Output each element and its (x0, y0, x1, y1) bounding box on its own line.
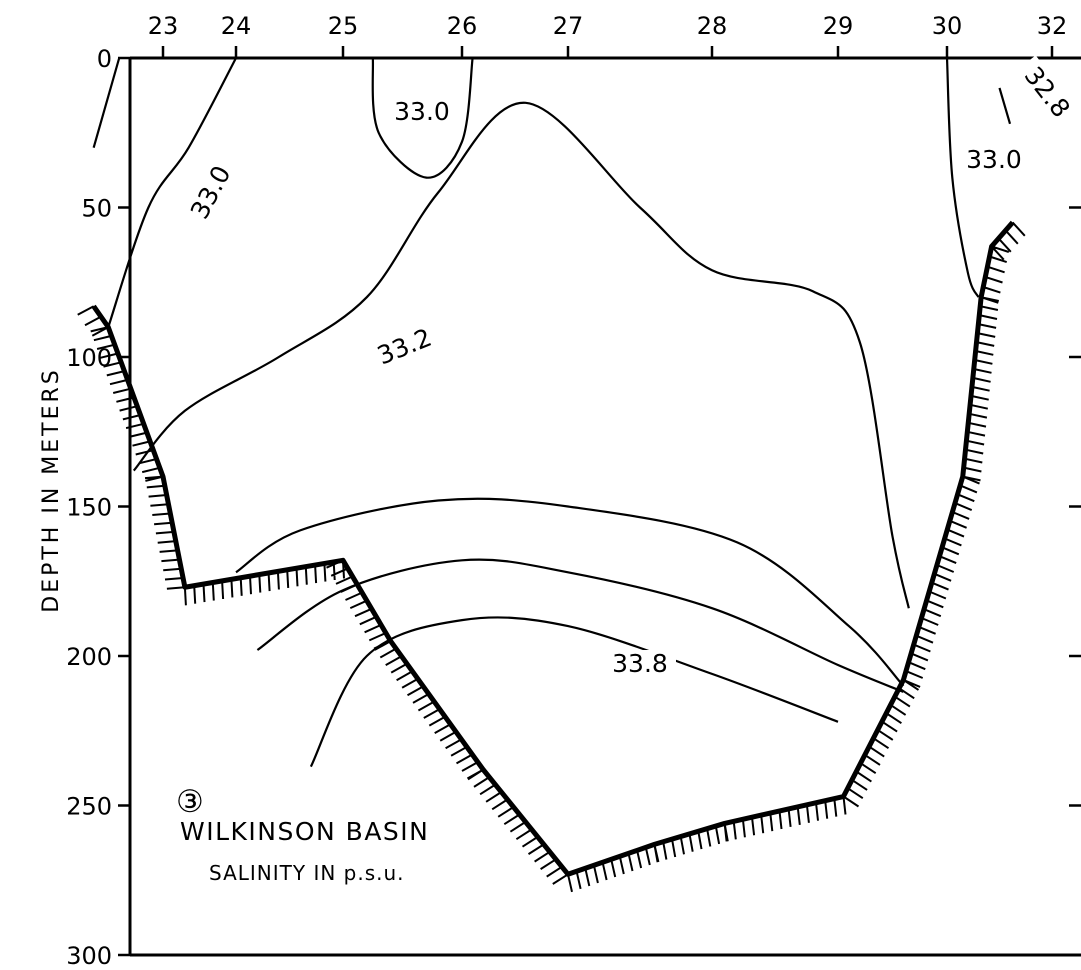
depth-label: 50 (81, 195, 112, 223)
station-label: 26 (447, 12, 478, 40)
isohaline-33.2 (132, 101, 910, 609)
contour-label: 33.8 (612, 649, 668, 678)
isohaline-33.0 (945, 57, 980, 298)
station-label: 27 (553, 12, 584, 40)
depth-label: 100 (66, 344, 112, 372)
depth-label: 200 (66, 643, 112, 671)
depth-label: 300 (66, 942, 112, 970)
contour-label-bg (366, 320, 444, 376)
contour-label-bg (386, 98, 458, 128)
station-label: 24 (221, 12, 252, 40)
seabed-hatching (77, 221, 1026, 893)
depth-label: 150 (66, 494, 112, 522)
contour-label-bg (958, 146, 1030, 176)
contour-label-bg (181, 154, 243, 232)
station-label: 30 (932, 12, 963, 40)
station-label: 25 (328, 12, 359, 40)
station-label: 29 (823, 12, 854, 40)
isohaline-33.4 (235, 497, 905, 687)
station-label: 28 (697, 12, 728, 40)
depth-label: 250 (66, 793, 112, 821)
station-label: 32 (1037, 12, 1068, 40)
isohaline-33.0 (371, 57, 474, 179)
salinity-units-note: SALINITY IN p.s.u. (209, 861, 405, 885)
station-axis: 23 24 25 26 27 28 29 30 32 (148, 12, 1068, 58)
contour-label: 33.0 (394, 97, 450, 126)
depth-label: 0 (97, 45, 112, 73)
station-label: 23 (148, 12, 179, 40)
contour-label-bg (1012, 55, 1080, 131)
basin-annotation: ③ WILKINSON BASIN SALINITY IN p.s.u. (176, 784, 429, 885)
isohaline-33.8 (309, 616, 839, 768)
isohaline-33.6 (256, 558, 904, 693)
basin-name: WILKINSON BASIN (180, 817, 429, 846)
isohaline-32.8 (998, 87, 1012, 125)
seabed-profile (77, 220, 1026, 893)
contour-label-bg (604, 650, 676, 680)
isohaline-33.0 (92, 57, 121, 149)
contour-label: 33.0 (966, 145, 1022, 174)
y-axis-title: DEPTH IN METERS (39, 367, 64, 613)
isohaline-33.0 (107, 57, 237, 328)
panel-number: ③ (176, 784, 204, 820)
depth-axis: 0 50 100 150 200 250 300 (66, 45, 1081, 970)
isohaline-contours: 33.033.033.032.833.233.8 (92, 55, 1080, 768)
seabed-line (91, 220, 1015, 877)
